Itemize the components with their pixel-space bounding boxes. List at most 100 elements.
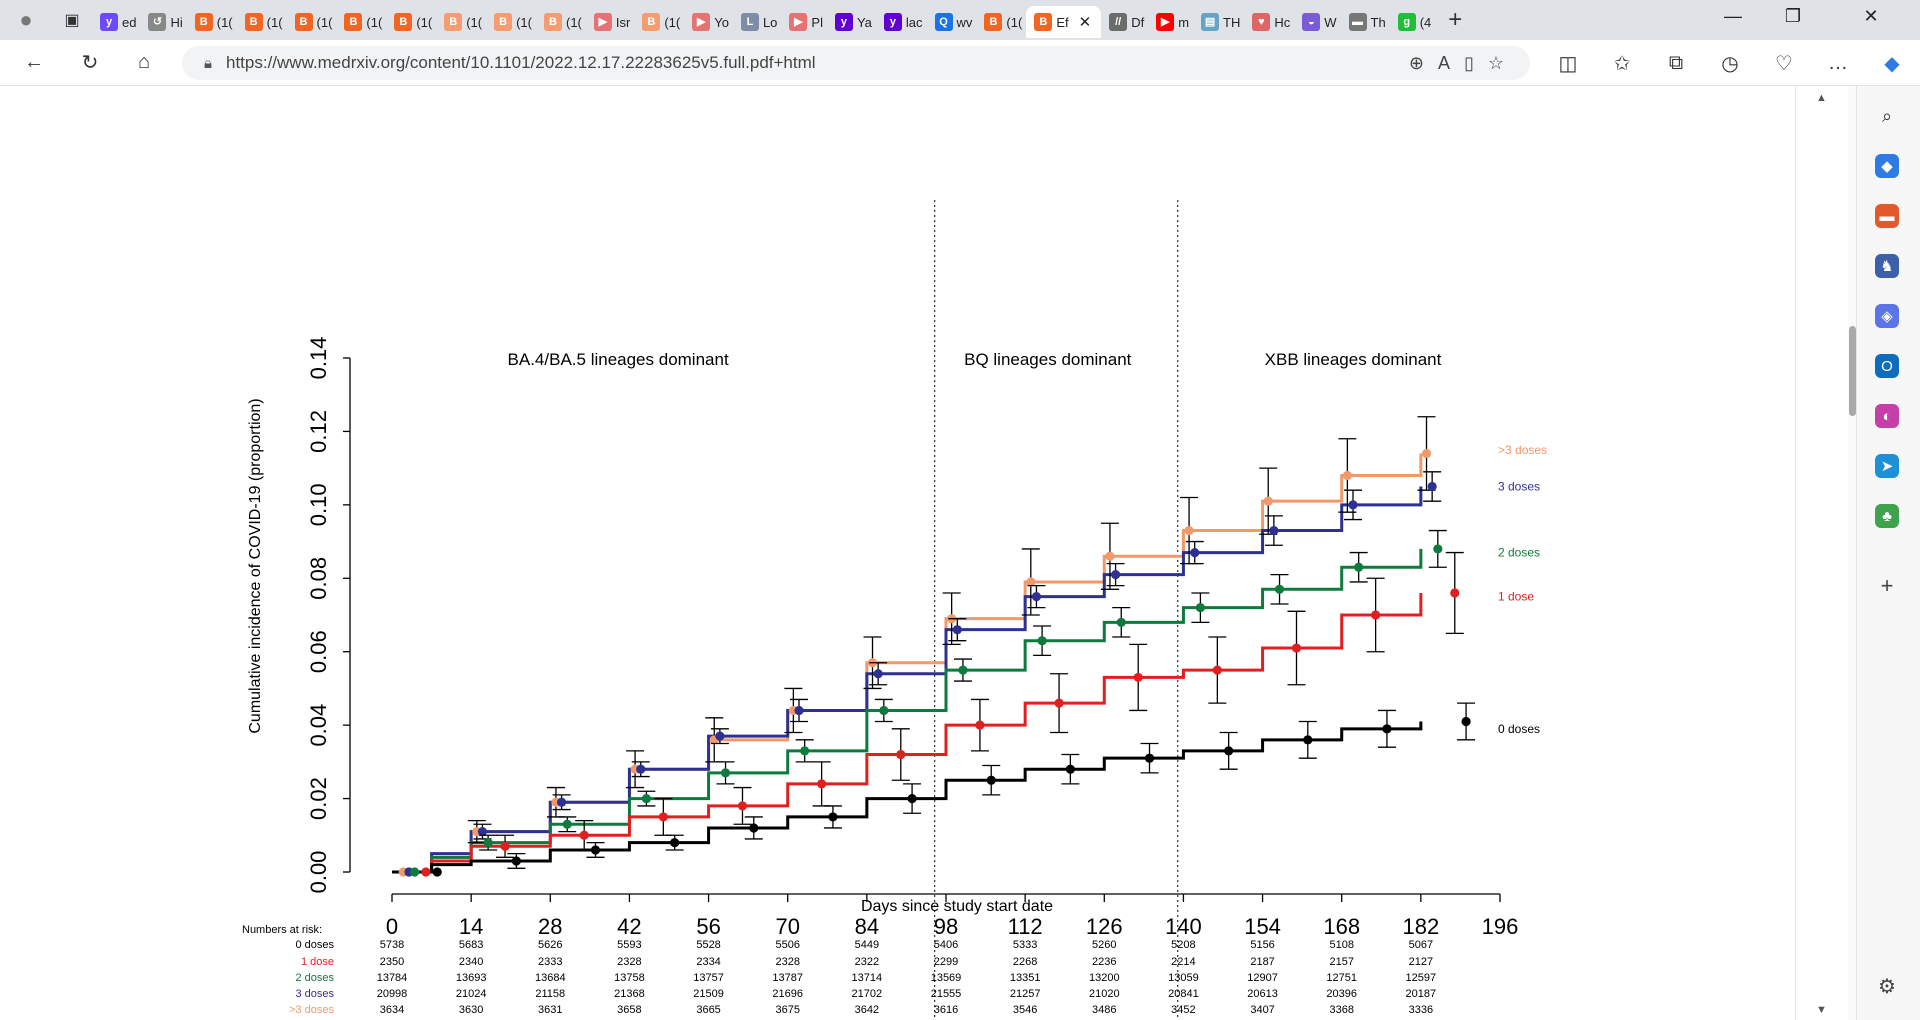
data-point bbox=[817, 779, 827, 789]
immersive-reader-icon[interactable]: ▯ bbox=[1463, 52, 1474, 73]
add-icon[interactable]: + bbox=[1880, 573, 1894, 598]
favorites-icon[interactable]: ✩ bbox=[1613, 52, 1631, 75]
risk-value: 21257 bbox=[1010, 988, 1041, 1000]
tab-2[interactable]: B (1( bbox=[187, 6, 237, 38]
zoom-icon[interactable]: ⊕ bbox=[1408, 52, 1424, 73]
risk-value: 2127 bbox=[1409, 956, 1433, 968]
tab-18[interactable]: B (1( bbox=[976, 6, 1026, 38]
tab-favicon-icon: B bbox=[642, 13, 661, 31]
tab-after-0[interactable]: //Df bbox=[1101, 6, 1148, 38]
tab-favicon-icon: ◒ bbox=[1302, 13, 1321, 31]
tab-after-5[interactable]: ▬ Th bbox=[1341, 6, 1390, 38]
scroll-up-arrow-icon[interactable]: ▲ bbox=[1816, 92, 1827, 104]
tab-10[interactable]: ▶ Isr bbox=[586, 6, 634, 38]
data-point bbox=[828, 812, 838, 822]
performance-icon[interactable]: ♡ bbox=[1775, 52, 1793, 75]
pdf-scroll-track[interactable]: ▲ ▼ bbox=[1795, 86, 1848, 1020]
tab-8[interactable]: B (1( bbox=[486, 6, 536, 38]
tab-after-1[interactable]: ▶ m bbox=[1148, 6, 1193, 38]
tab-6[interactable]: B (1( bbox=[386, 6, 436, 38]
tab-actions-icon[interactable]: ▣ bbox=[64, 12, 80, 29]
tab-after-3[interactable]: ♥ Hc bbox=[1244, 6, 1294, 38]
window-close-button[interactable]: ✕ bbox=[1863, 6, 1879, 26]
tab-11[interactable]: B (1( bbox=[634, 6, 684, 38]
url-text[interactable]: https://www.medrxiv.org/content/10.1101/… bbox=[225, 53, 816, 72]
data-point bbox=[556, 797, 567, 807]
history-icon[interactable]: ◷ bbox=[1721, 52, 1739, 75]
tab-label: (1( bbox=[466, 14, 483, 30]
data-point bbox=[975, 720, 985, 730]
data-point bbox=[896, 749, 906, 760]
tab-14[interactable]: ▶ Pl bbox=[781, 6, 827, 38]
tab-9[interactable]: B (1( bbox=[536, 6, 586, 38]
tab-16[interactable]: y lac bbox=[876, 6, 927, 38]
tab-1[interactable]: ↺ Hi bbox=[140, 6, 186, 38]
data-point bbox=[879, 705, 889, 716]
send-icon[interactable]: ➤ bbox=[1875, 454, 1899, 478]
tree-icon[interactable]: ♣ bbox=[1875, 504, 1899, 528]
split-screen-icon[interactable]: ◫ bbox=[1558, 52, 1578, 75]
tab-after-6[interactable]: g (4 bbox=[1390, 6, 1436, 38]
y-tick-label: 0.14 bbox=[306, 337, 331, 380]
risk-value: 13569 bbox=[931, 972, 962, 984]
address-bar[interactable]: 🔒︎ https://www.medrxiv.org/content/10.11… bbox=[182, 46, 1530, 80]
outlook-icon[interactable]: O bbox=[1875, 354, 1899, 378]
tab-0[interactable]: y ed bbox=[92, 6, 140, 38]
designer-icon[interactable]: ◐ bbox=[1875, 404, 1899, 428]
search-icon[interactable]: ⌕ bbox=[1881, 105, 1893, 126]
pdf-page: Cumulative incidence of COVID-19 (propor… bbox=[0, 86, 1795, 1020]
tab-active[interactable]: B Ef ✕ bbox=[1026, 6, 1102, 38]
restore-button[interactable]: ❐ bbox=[1784, 6, 1802, 26]
minimize-button[interactable]: — bbox=[1724, 6, 1742, 26]
tab-12[interactable]: ▶ Yo bbox=[684, 6, 733, 38]
risk-value: 13351 bbox=[1010, 972, 1041, 984]
data-point bbox=[658, 812, 668, 822]
new-tab-button[interactable]: + bbox=[1448, 6, 1463, 33]
tab-3[interactable]: B (1( bbox=[237, 6, 287, 38]
legend-label: >3 doses bbox=[1498, 443, 1547, 457]
shopping-tag-icon[interactable]: ◆ bbox=[1875, 154, 1899, 178]
collections-icon[interactable]: ⧉ bbox=[1668, 51, 1684, 74]
risk-value: 5108 bbox=[1329, 939, 1353, 951]
risk-value: 21702 bbox=[852, 988, 883, 1000]
favorite-star-icon[interactable]: ☆ bbox=[1487, 52, 1504, 73]
copilot-sidebar-icon[interactable]: ◈ bbox=[1875, 304, 1899, 328]
data-point bbox=[1224, 746, 1234, 756]
tab-7[interactable]: B (1( bbox=[436, 6, 486, 38]
games-icon[interactable]: ♞ bbox=[1875, 254, 1899, 278]
risk-value: 5738 bbox=[380, 939, 404, 951]
lock-icon: 🔒︎ bbox=[204, 54, 212, 72]
refresh-icon[interactable]: ↻ bbox=[81, 52, 99, 74]
tab-4[interactable]: B (1( bbox=[287, 6, 337, 38]
scroll-down-arrow-icon[interactable]: ▼ bbox=[1816, 1004, 1827, 1016]
data-point bbox=[1212, 665, 1222, 675]
scrollbar-thumb[interactable] bbox=[1849, 326, 1856, 416]
more-menu-icon[interactable]: … bbox=[1828, 51, 1848, 74]
tab-15[interactable]: y Ya bbox=[827, 6, 876, 38]
risk-value: 3368 bbox=[1329, 1004, 1353, 1016]
risk-value: 2299 bbox=[934, 956, 958, 968]
read-aloud-icon[interactable]: A bbox=[1437, 52, 1450, 73]
back-arrow-icon[interactable]: ← bbox=[24, 51, 44, 73]
close-icon[interactable]: ✕ bbox=[1078, 14, 1092, 31]
tab-13[interactable]: L Lo bbox=[733, 6, 781, 38]
tab-favicon-icon: Q bbox=[934, 13, 953, 31]
tab-after-4[interactable]: ◒ W bbox=[1294, 6, 1340, 38]
home-icon[interactable]: ⌂ bbox=[137, 51, 151, 73]
profile-icon[interactable]: ● bbox=[19, 7, 33, 32]
tab-favicon-icon: // bbox=[1109, 13, 1128, 31]
legend-label: 1 dose bbox=[1498, 590, 1534, 604]
y-tick-label: 0.00 bbox=[306, 851, 331, 894]
copilot-icon[interactable]: ◆ bbox=[1884, 52, 1900, 75]
data-point bbox=[749, 823, 759, 833]
vertical-scrollbar[interactable] bbox=[1848, 86, 1856, 1020]
tab-favicon-icon: B bbox=[344, 13, 363, 31]
tools-icon[interactable]: ▬ bbox=[1875, 204, 1899, 228]
tab-label: W bbox=[1324, 14, 1337, 30]
tab-favicon-icon: B bbox=[543, 13, 562, 31]
tab-after-2[interactable]: ▤ TH bbox=[1193, 6, 1244, 38]
settings-gear-icon[interactable]: ⚙ bbox=[1878, 975, 1896, 998]
risk-row-label: 0 doses bbox=[295, 939, 334, 951]
tab-5[interactable]: B (1( bbox=[336, 6, 386, 38]
